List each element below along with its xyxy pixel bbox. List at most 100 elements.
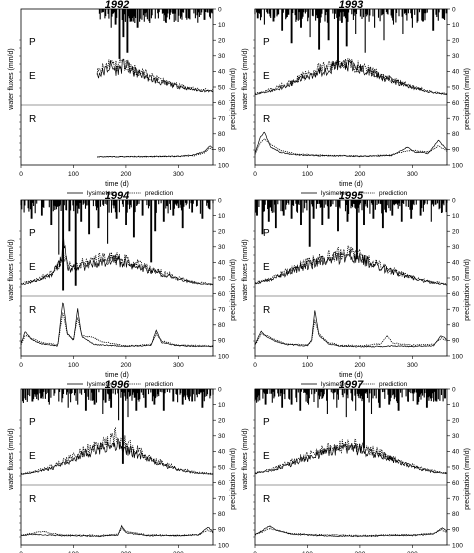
subpanel-label-r: R: [29, 494, 36, 505]
x-tick-label: 300: [173, 551, 184, 553]
x-axis-label: time (d): [105, 181, 129, 188]
subpanel-label-r: R: [263, 494, 270, 505]
y-right-tick-label: 70: [218, 496, 226, 503]
x-tick-label: 200: [354, 551, 365, 553]
x-tick-label: 0: [253, 171, 257, 178]
y-left-axis-label: water fluxes (mm/d): [8, 239, 15, 301]
y-left-axis-label: water fluxes (mm/d): [242, 48, 249, 110]
y-right-tick-label: 0: [218, 197, 222, 204]
legend-label-lysimeter: lysimeter: [87, 381, 114, 388]
precipitation-bars: [22, 389, 214, 464]
y-right-tick-label: 70: [452, 116, 460, 123]
x-tick-label: 200: [120, 362, 131, 369]
series-lysimeter-E: [254, 59, 448, 95]
y-right-tick-label: 70: [218, 307, 226, 314]
subpanel-label-p: P: [29, 228, 36, 239]
series-lysimeter-E: [254, 249, 448, 286]
y-right-tick-label: 60: [218, 480, 226, 487]
chart-title: 1997: [339, 379, 364, 391]
precipitation-bars: [98, 9, 213, 59]
y-right-tick-label: 40: [218, 69, 226, 76]
x-tick-label: 100: [68, 362, 79, 369]
y-right-tick-label: 50: [452, 84, 460, 91]
y-right-axis-label: precipitation (mm/d): [230, 448, 237, 510]
legend-label-prediction: prediction: [379, 381, 408, 388]
plot-frame: [254, 8, 448, 166]
x-tick-label: 0: [19, 171, 23, 178]
y-right-tick-label: 20: [218, 38, 226, 45]
y-right-tick-label: 10: [218, 402, 226, 409]
precipitation-bars: [254, 9, 448, 64]
x-tick-label: 300: [407, 171, 418, 178]
x-tick-label: 300: [407, 362, 418, 369]
y-right-tick-label: 30: [218, 53, 226, 60]
series-prediction-E: [96, 56, 214, 93]
y-right-tick-label: 20: [452, 418, 460, 425]
subpanel-label-r: R: [29, 305, 36, 316]
chart-title: 1995: [339, 190, 364, 202]
x-tick-label: 200: [354, 171, 365, 178]
x-tick-label: 300: [407, 551, 418, 553]
y-right-tick-label: 50: [452, 275, 460, 282]
subpanel-label-p: P: [263, 417, 270, 428]
subpanel-label-p: P: [29, 37, 36, 48]
y-right-axis-label: precipitation (mm/d): [464, 259, 471, 321]
y-left-axis-label: water fluxes (mm/d): [8, 48, 15, 110]
subpanel-label-r: R: [263, 305, 270, 316]
y-left-axis-label: water fluxes (mm/d): [242, 428, 249, 490]
y-right-tick-label: 50: [218, 275, 226, 282]
precipitation-bars: [255, 200, 448, 260]
y-right-tick-label: 10: [452, 22, 460, 29]
y-right-tick-label: 60: [452, 480, 460, 487]
x-tick-label: 100: [302, 362, 313, 369]
y-right-tick-label: 100: [452, 542, 463, 549]
x-tick-label: 300: [173, 171, 184, 178]
subpanel-label-e: E: [29, 71, 36, 82]
y-right-tick-label: 40: [452, 449, 460, 456]
chart-panel-1994: 1994 0 10 20 30 40 50 60 70 80 90 100 0 100 200 300 time…: [8, 190, 237, 388]
y-right-tick-label: 90: [218, 338, 226, 345]
x-tick-label: 100: [302, 171, 313, 178]
y-right-tick-label: 20: [452, 38, 460, 45]
subpanel-label-p: P: [263, 228, 270, 239]
y-left-axis-label: water fluxes (mm/d): [8, 428, 15, 490]
series-prediction-R: [20, 312, 214, 347]
y-right-tick-label: 30: [218, 244, 226, 251]
series-prediction-E: [254, 245, 448, 285]
chart-panel-1996: 199601020304050607080901000100200300time…: [8, 379, 237, 553]
y-right-tick-label: 50: [218, 84, 226, 91]
y-right-tick-label: 80: [218, 131, 226, 138]
y-right-tick-label: 90: [452, 147, 460, 154]
x-tick-label: 100: [68, 551, 79, 553]
chart-panel-1992: 1992 0 10 20 30 40 50 60 70 80 90 100 0 100 200 300 time…: [8, 0, 237, 197]
y-right-tick-label: 30: [452, 53, 460, 60]
chart-panel-1997: 199701020304050607080901000100200300time…: [242, 379, 471, 553]
plot-frame: [20, 199, 214, 357]
chart-title: 1992: [105, 0, 129, 11]
subpanel-label-r: R: [263, 114, 270, 125]
y-right-tick-label: 0: [452, 6, 456, 13]
subpanel-label-p: P: [263, 37, 270, 48]
y-right-tick-label: 80: [452, 322, 460, 329]
series-lysimeter-R: [254, 131, 448, 158]
series-prediction-R: [254, 138, 448, 158]
plot-frame: [20, 8, 214, 166]
y-right-tick-label: 30: [452, 433, 460, 440]
legend-label-prediction: prediction: [379, 190, 408, 197]
y-right-axis-label: precipitation (mm/d): [464, 448, 471, 510]
chart-panel-1993: 1993 0 10 20 30 40 50 60 70 80 90 100 0 100 200 300 time…: [242, 0, 471, 197]
chart-title: 1993: [339, 0, 363, 11]
y-right-tick-label: 10: [452, 213, 460, 220]
series-prediction-R: [254, 527, 448, 537]
y-right-tick-label: 50: [218, 464, 226, 471]
y-right-axis-label: precipitation (mm/d): [230, 68, 237, 130]
subpanel-label-e: E: [29, 451, 36, 462]
y-right-tick-label: 100: [218, 542, 229, 549]
legend-label-lysimeter: lysimeter: [321, 381, 348, 388]
subpanel-label-e: E: [263, 451, 270, 462]
y-right-tick-label: 100: [452, 162, 463, 169]
y-right-tick-label: 60: [218, 291, 226, 298]
subpanel-label-e: E: [263, 71, 270, 82]
y-right-tick-label: 70: [452, 307, 460, 314]
